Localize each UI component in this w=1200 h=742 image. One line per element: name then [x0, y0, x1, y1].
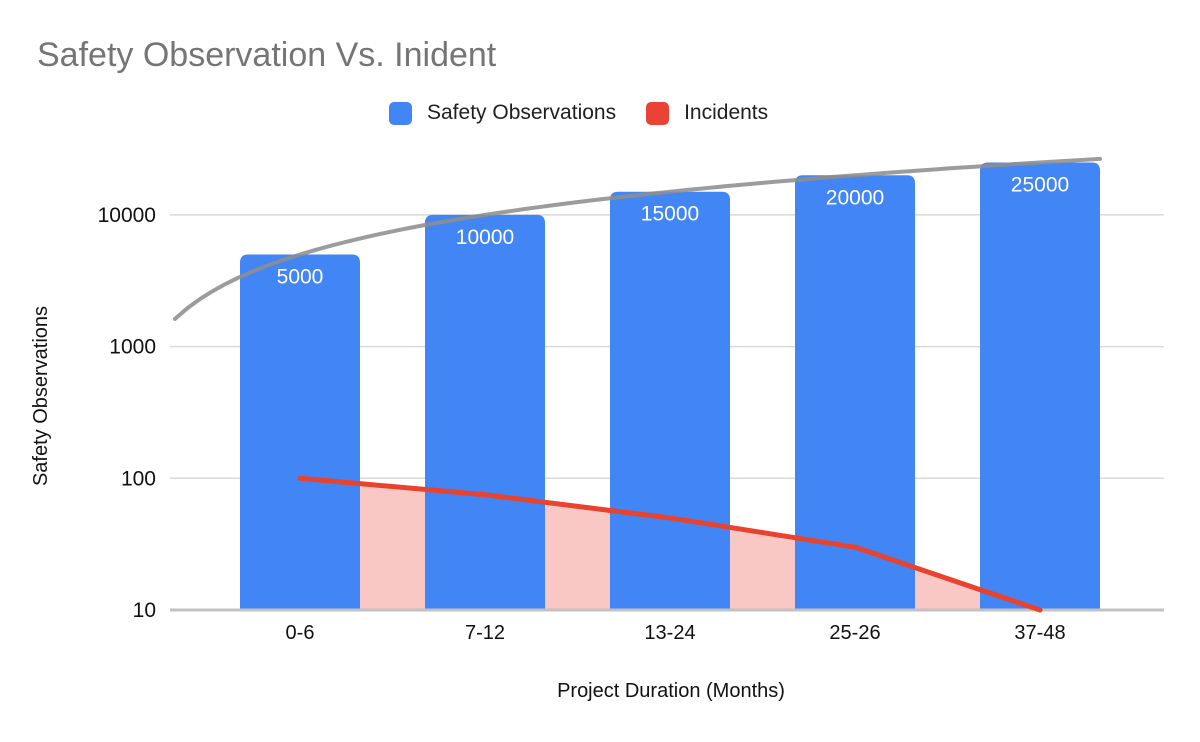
legend-label: Incidents — [684, 101, 769, 124]
bar-value-label: 15000 — [641, 203, 699, 226]
legend: Safety Observations Incidents — [389, 101, 768, 125]
y-tick-label: 10000 — [98, 204, 156, 227]
trendline — [173, 156, 1102, 321]
x-tick-label: 13-24 — [644, 622, 695, 644]
x-tick-label: 0-6 — [286, 622, 315, 644]
bar-25-26 — [795, 175, 915, 611]
bar-0-6 — [240, 254, 360, 610]
bar-value-label: 10000 — [456, 226, 514, 249]
y-axis-title: Safety Observations — [30, 306, 52, 486]
incidents-line — [297, 475, 1043, 613]
legend-item-incidents: Incidents — [646, 101, 768, 125]
bar-value-label: 25000 — [1011, 173, 1069, 196]
chart-title: Safety Observation Vs. Inident — [37, 36, 497, 74]
bar-value-label: 5000 — [277, 266, 324, 289]
x-tick-label: 25-26 — [829, 622, 880, 644]
y-tick-label: 10 — [133, 599, 156, 622]
incidents-swatch-icon — [646, 101, 670, 125]
legend-label: Safety Observations — [427, 101, 617, 124]
y-tick-label: 100 — [121, 467, 156, 490]
x-axis-title: Project Duration (Months) — [557, 680, 785, 702]
legend-item-safety-observations: Safety Observations — [389, 101, 616, 125]
x-tick-label: 37-48 — [1014, 622, 1065, 644]
bar-value-label: 20000 — [826, 186, 884, 209]
bar-13-24 — [610, 191, 730, 610]
x-tick-label: 7-12 — [465, 622, 505, 644]
safety-observations-swatch-icon — [389, 101, 412, 125]
y-tick-label: 1000 — [109, 336, 156, 359]
bar-7-12 — [425, 214, 545, 610]
bar-37-48 — [980, 162, 1100, 610]
